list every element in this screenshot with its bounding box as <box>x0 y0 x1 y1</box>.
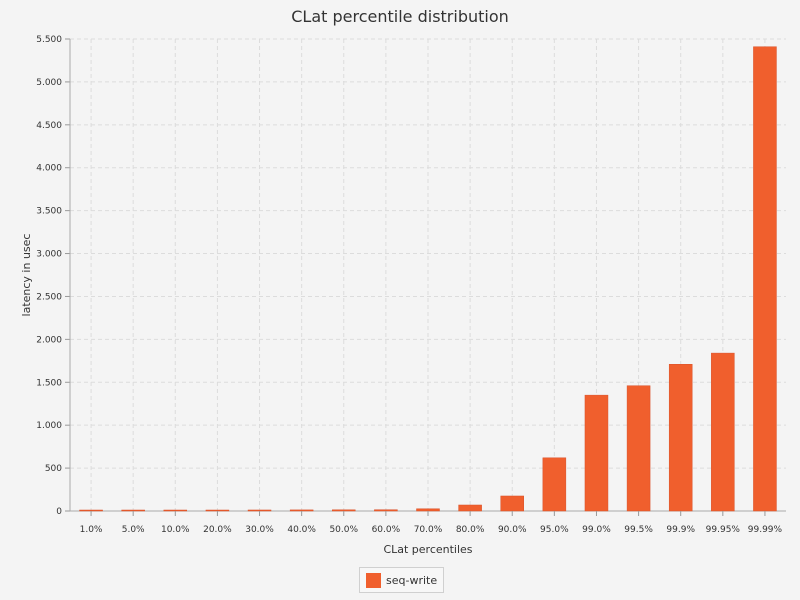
x-tick-label: 90.0% <box>498 525 527 535</box>
y-tick-label: 4.500 <box>36 121 62 131</box>
bar <box>458 504 482 512</box>
x-tick-label: 70.0% <box>414 525 443 535</box>
y-tick-label: 4.000 <box>36 164 62 174</box>
x-tick-label: 99.95% <box>706 525 741 535</box>
legend-swatch <box>366 572 381 588</box>
bar <box>332 509 356 512</box>
bar <box>163 509 188 512</box>
bar <box>753 46 777 512</box>
x-tick-label: 95.0% <box>540 525 569 535</box>
x-tick-label: 40.0% <box>287 525 316 535</box>
bar <box>542 457 567 512</box>
y-tick-label: 3.500 <box>36 207 62 217</box>
chart-title: CLat percentile distribution <box>291 7 509 26</box>
bar <box>416 508 440 512</box>
x-axis-label: CLat percentiles <box>383 543 472 556</box>
bar <box>584 394 609 512</box>
y-tick-label: 5.000 <box>36 78 62 88</box>
y-axis-label: latency in usec <box>20 234 33 317</box>
bar <box>626 385 651 512</box>
bar <box>500 495 524 512</box>
x-tick-label: 99.5% <box>624 525 653 535</box>
y-tick-label: 5.500 <box>36 35 62 45</box>
bar <box>247 509 272 512</box>
x-tick-label: 50.0% <box>329 525 358 535</box>
bar <box>79 509 103 512</box>
bar <box>711 352 735 512</box>
bar <box>374 509 398 512</box>
legend-label: seq-write <box>386 573 438 587</box>
x-tick-label: 99.0% <box>582 525 611 535</box>
y-tick-label: 0 <box>56 507 62 517</box>
x-tick-label: 99.99% <box>748 525 783 535</box>
y-tick-label: 1.500 <box>36 378 62 388</box>
y-tick-label: 500 <box>45 464 62 474</box>
y-tick-label: 1.000 <box>36 421 62 431</box>
x-tick-label: 99.9% <box>666 525 695 535</box>
x-tick-label: 80.0% <box>456 525 485 535</box>
chart-legend[interactable]: seq-write <box>359 567 445 593</box>
x-tick-label: 20.0% <box>203 525 232 535</box>
x-tick-label: 60.0% <box>372 525 401 535</box>
x-tick-label: 10.0% <box>161 525 190 535</box>
bar <box>121 509 145 512</box>
y-tick-label: 2.000 <box>36 335 62 345</box>
bar <box>205 509 230 512</box>
bar <box>668 364 693 512</box>
y-tick-label: 2.500 <box>36 292 62 302</box>
x-tick-label: 5.0% <box>122 525 145 535</box>
x-tick-label: 30.0% <box>245 525 274 535</box>
y-tick-label: 3.000 <box>36 250 62 260</box>
x-tick-label: 1.0% <box>80 525 103 535</box>
bar <box>289 509 314 512</box>
